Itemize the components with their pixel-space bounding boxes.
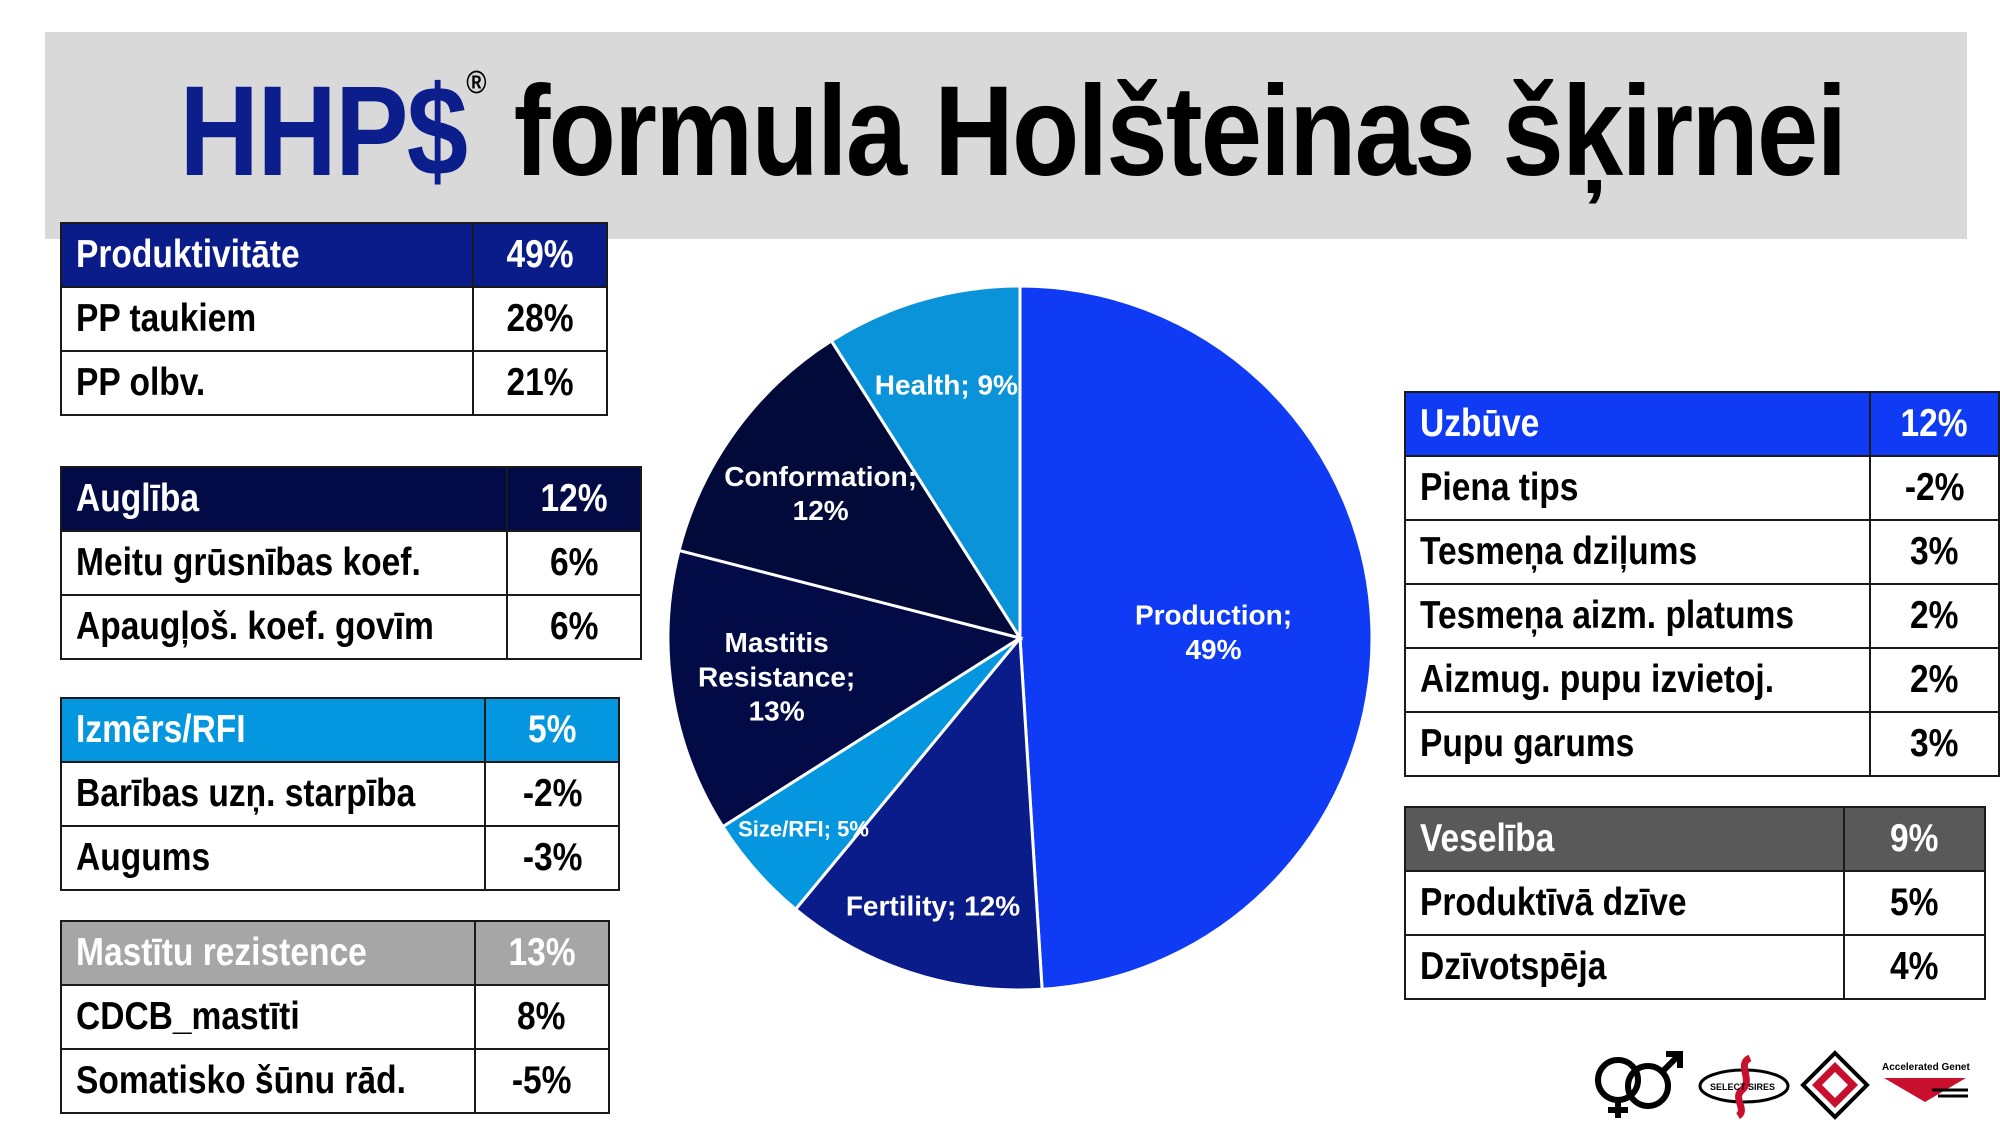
pie-slice-health	[829, 284, 1022, 644]
header-value: 49%	[472, 222, 608, 288]
table-row: PP taukiem 28%	[60, 286, 608, 352]
row-value: -5%	[473, 1048, 610, 1114]
header-label: Izmērs/RFI	[59, 697, 487, 763]
mastitis-table: Mastītu rezistence 13% CDCB_mastīti 8% S…	[60, 920, 610, 1114]
row-label: Meitu grūsnības koef.	[59, 530, 509, 596]
row-label: Dzīvotspēja	[1404, 934, 1845, 1000]
accelerated-genetics-logo: Accelerated Genetics	[1882, 1062, 1970, 1102]
table-header-row: Auglība 12%	[59, 466, 643, 532]
genex-logo	[1800, 1050, 1870, 1120]
row-label: Apaugļoš. koef. govīm	[59, 594, 509, 660]
row-value: 6%	[506, 594, 643, 660]
header-label: Uzbūve	[1404, 391, 1871, 457]
row-value: 8%	[473, 984, 610, 1050]
table-row: Apaugļoš. koef. govīm 6%	[59, 594, 643, 660]
row-value: 3%	[1868, 711, 2000, 777]
row-label: Aizmug. pupu izvietoj.	[1404, 647, 1871, 713]
page-title: HHP$® formula Holšteinas šķirnei	[180, 66, 1848, 196]
table-row: Tesmeņa aizm. platums 2%	[1404, 583, 2000, 649]
table-row: Piena tips -2%	[1404, 455, 2000, 521]
row-value: 21%	[472, 350, 608, 416]
row-value: 2%	[1868, 647, 2000, 713]
pie-label-health: Health; 9%	[875, 369, 1018, 400]
accelerated-genetics-text: Accelerated Genetics	[1882, 1062, 1970, 1073]
row-label: Piena tips	[1404, 455, 1871, 521]
table-row: Pupu garums 3%	[1404, 711, 2000, 777]
title-brand: HHP$	[179, 60, 468, 203]
header-label: Auglība	[59, 466, 509, 532]
table-row: Aizmug. pupu izvietoj. 2%	[1404, 647, 2000, 713]
hhp-pie-chart: Production; 49% Fertility; 12% Size/RFI; 5%…	[666, 284, 1374, 992]
row-label: PP olbv.	[60, 350, 474, 416]
table-row: CDCB_mastīti 8%	[60, 984, 610, 1050]
pie-label-mastitis-resistance: Mastitis Resistance; 13%	[698, 627, 855, 726]
registered-mark: ®	[466, 64, 486, 100]
row-value: 4%	[1843, 934, 1986, 1000]
header-label: Produktivitāte	[60, 222, 474, 288]
title-rest: formula Holšteinas šķirnei	[484, 60, 1847, 203]
header-value: 13%	[473, 920, 610, 986]
pie-label-fertility: Fertility; 12%	[846, 891, 1020, 922]
table-row: Somatisko šūnu rād. -5%	[60, 1048, 610, 1114]
row-label: Barības uzņ. starpība	[59, 761, 487, 827]
row-label: Somatisko šūnu rād.	[60, 1048, 476, 1114]
header-value: 12%	[1868, 391, 2000, 457]
gender-symbols-logo	[1595, 1051, 1683, 1118]
row-label: CDCB_mastīti	[60, 984, 476, 1050]
row-label: Augums	[59, 825, 487, 891]
row-label: Tesmeņa dziļums	[1404, 519, 1871, 585]
sponsor-logos: SELECT SIRES Accelerated Genetics	[1590, 1050, 1970, 1120]
title-banner: HHP$® formula Holšteinas šķirnei	[45, 32, 1967, 239]
row-label: Pupu garums	[1404, 711, 1871, 777]
pie-slice-production	[1018, 284, 1374, 991]
table-row: PP olbv. 21%	[60, 350, 608, 416]
productivity-table: Produktivitāte 49% PP taukiem 28% PP olb…	[60, 222, 608, 416]
row-value: 28%	[472, 286, 608, 352]
row-value: 5%	[1843, 870, 1986, 936]
row-label: Produktīvā dzīve	[1404, 870, 1845, 936]
row-value: 3%	[1868, 519, 2000, 585]
row-value: 2%	[1868, 583, 2000, 649]
row-value: 6%	[506, 530, 643, 596]
table-row: Dzīvotspēja 4%	[1404, 934, 1986, 1000]
pie-label-production: Production; 49%	[1135, 600, 1292, 665]
header-value: 9%	[1843, 806, 1986, 872]
table-header-row: Produktivitāte 49%	[60, 222, 608, 288]
pie-label-conformation: Conformation; 12%	[724, 461, 917, 526]
fertility-table: Auglība 12% Meitu grūsnības koef. 6% Apa…	[59, 466, 643, 660]
table-row: Produktīvā dzīve 5%	[1404, 870, 1986, 936]
table-row: Tesmeņa dziļums 3%	[1404, 519, 2000, 585]
pie-slice-conformation	[677, 338, 1024, 641]
pie-slice-fertility	[793, 634, 1044, 992]
table-header-row: Izmērs/RFI 5%	[59, 697, 621, 763]
row-value: -2%	[484, 761, 621, 827]
conformation-table: Uzbūve 12% Piena tips -2% Tesmeņa dziļum…	[1404, 391, 2000, 777]
table-row: Augums -3%	[59, 825, 621, 891]
pie-label-size-rfi: Size/RFI; 5%	[738, 817, 869, 842]
row-label: PP taukiem	[60, 286, 474, 352]
size-rfi-table: Izmērs/RFI 5% Barības uzņ. starpība -2% …	[59, 697, 621, 891]
header-label: Veselība	[1404, 806, 1845, 872]
row-value: -3%	[484, 825, 621, 891]
row-value: -2%	[1868, 455, 2000, 521]
health-table: Veselība 9% Produktīvā dzīve 5% Dzīvotsp…	[1404, 806, 1986, 1000]
table-header-row: Uzbūve 12%	[1404, 391, 2000, 457]
select-sires-text: SELECT SIRES	[1710, 1082, 1775, 1092]
row-label: Tesmeņa aizm. platums	[1404, 583, 1871, 649]
table-header-row: Veselība 9%	[1404, 806, 1986, 872]
table-header-row: Mastītu rezistence 13%	[60, 920, 610, 986]
pie-slice-mastitis-resistance	[666, 548, 1024, 829]
header-label: Mastītu rezistence	[60, 920, 476, 986]
header-value: 5%	[484, 697, 621, 763]
table-row: Meitu grūsnības koef. 6%	[59, 530, 643, 596]
select-sires-logo: SELECT SIRES	[1698, 1054, 1790, 1119]
header-value: 12%	[506, 466, 643, 532]
table-row: Barības uzņ. starpība -2%	[59, 761, 621, 827]
